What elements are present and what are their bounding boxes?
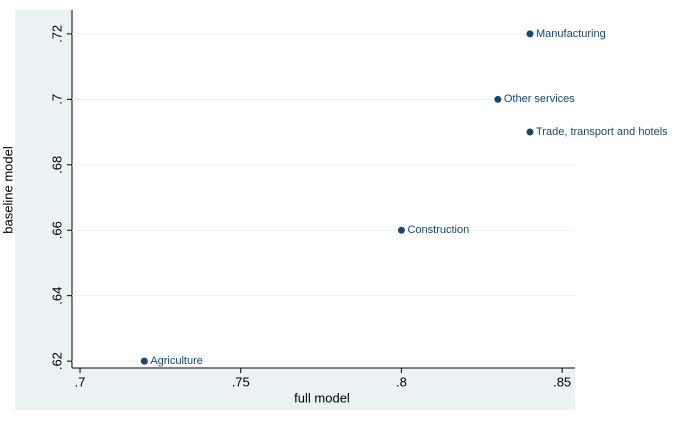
point-label: Construction xyxy=(407,224,469,236)
point xyxy=(494,95,502,103)
y-tick-label: .68 xyxy=(49,156,64,174)
point-label: Agriculture xyxy=(150,355,203,367)
y-tick-label: .66 xyxy=(49,221,64,239)
y-tick-label: .62 xyxy=(49,352,64,370)
point xyxy=(140,357,148,365)
point-label: Other services xyxy=(504,93,575,105)
y-axis-title: baseline model xyxy=(0,146,15,234)
x-tick-label: .75 xyxy=(232,374,250,389)
point xyxy=(397,226,405,234)
point xyxy=(526,30,534,38)
x-tick-label: .7 xyxy=(75,374,86,389)
x-axis-title: full model xyxy=(294,390,350,405)
y-tick-label: .72 xyxy=(49,25,64,43)
point xyxy=(526,128,534,136)
y-tick-label: .64 xyxy=(49,287,64,305)
x-tick-label: .85 xyxy=(553,374,571,389)
y-tick-label: .7 xyxy=(49,94,64,105)
point-label: Manufacturing xyxy=(536,28,606,40)
x-tick-label: .8 xyxy=(396,374,407,389)
point-label: Trade, transport and hotels xyxy=(536,126,668,138)
plot-region xyxy=(72,10,575,368)
